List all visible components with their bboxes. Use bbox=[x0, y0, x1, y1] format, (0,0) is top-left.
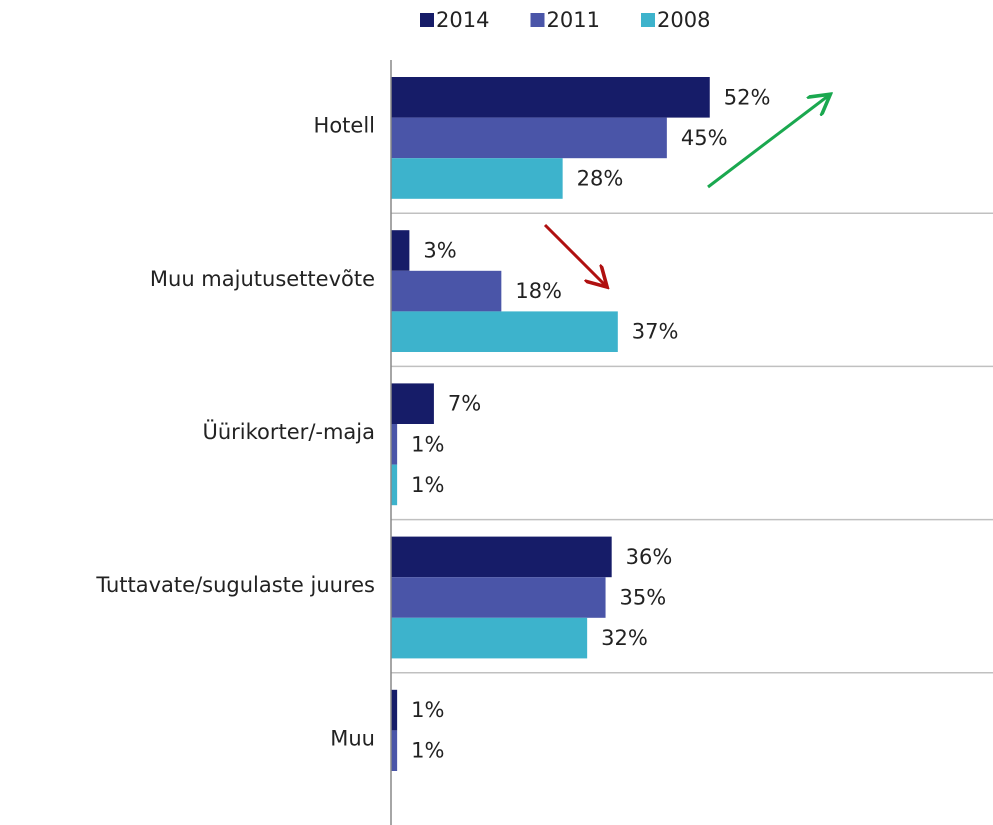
value-label: 1% bbox=[411, 698, 444, 722]
plot-area: 2014 2011 2008 Hotell 52% 45% 28% Muu majutuset… bbox=[95, 8, 993, 825]
bar bbox=[391, 117, 667, 159]
category-label: Tuttavate/sugulaste juures bbox=[95, 573, 375, 597]
bar bbox=[391, 230, 410, 271]
category-label: Muu majutusettevõte bbox=[150, 267, 375, 291]
bar bbox=[391, 158, 563, 199]
bar bbox=[391, 270, 502, 312]
category-label: Hotell bbox=[314, 114, 375, 138]
value-label: 3% bbox=[423, 239, 456, 263]
value-label: 36% bbox=[626, 545, 673, 569]
bar bbox=[391, 383, 434, 424]
trend-arrow-down bbox=[543, 223, 605, 285]
value-label: 52% bbox=[724, 85, 771, 109]
value-label: 1% bbox=[411, 739, 444, 763]
value-label: 37% bbox=[632, 320, 679, 344]
legend-label: 2008 bbox=[657, 8, 710, 32]
value-label: 7% bbox=[448, 392, 481, 416]
value-label: 45% bbox=[681, 126, 728, 150]
value-label: 32% bbox=[601, 626, 648, 650]
legend-label: 2011 bbox=[547, 8, 600, 32]
bar bbox=[391, 577, 606, 618]
bar bbox=[391, 617, 588, 659]
bar bbox=[391, 536, 612, 578]
bar bbox=[391, 311, 618, 352]
category-label: Üürikorter/-maja bbox=[202, 419, 375, 444]
bar bbox=[391, 77, 710, 118]
value-label: 1% bbox=[411, 473, 444, 497]
value-label: 28% bbox=[577, 167, 624, 191]
bar bbox=[391, 464, 398, 506]
value-label: 18% bbox=[515, 279, 562, 303]
bar bbox=[391, 689, 398, 731]
category-label: Muu bbox=[330, 726, 375, 750]
legend-swatch bbox=[530, 13, 545, 27]
legend-swatch bbox=[420, 13, 434, 27]
value-label: 35% bbox=[620, 586, 667, 610]
legend-swatch bbox=[641, 13, 655, 27]
trend-arrow-up bbox=[707, 96, 828, 189]
bar bbox=[391, 424, 398, 465]
bar bbox=[391, 730, 398, 771]
legend-label: 2014 bbox=[436, 8, 489, 32]
value-label: 1% bbox=[411, 432, 444, 456]
